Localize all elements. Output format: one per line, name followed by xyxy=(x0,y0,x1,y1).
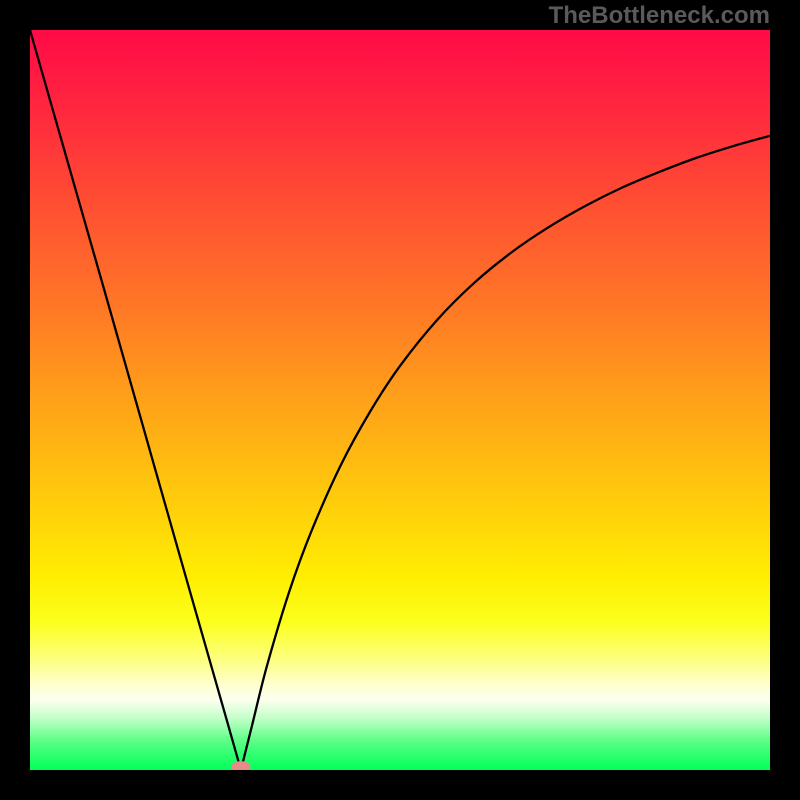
curve-right-branch xyxy=(241,136,770,770)
curve-left-branch xyxy=(30,30,241,770)
bottleneck-curve xyxy=(30,30,770,770)
chart-container: TheBottleneck.com xyxy=(0,0,800,800)
watermark-label: TheBottleneck.com xyxy=(549,2,770,30)
minimum-marker xyxy=(231,761,250,770)
plot-area xyxy=(30,30,770,770)
